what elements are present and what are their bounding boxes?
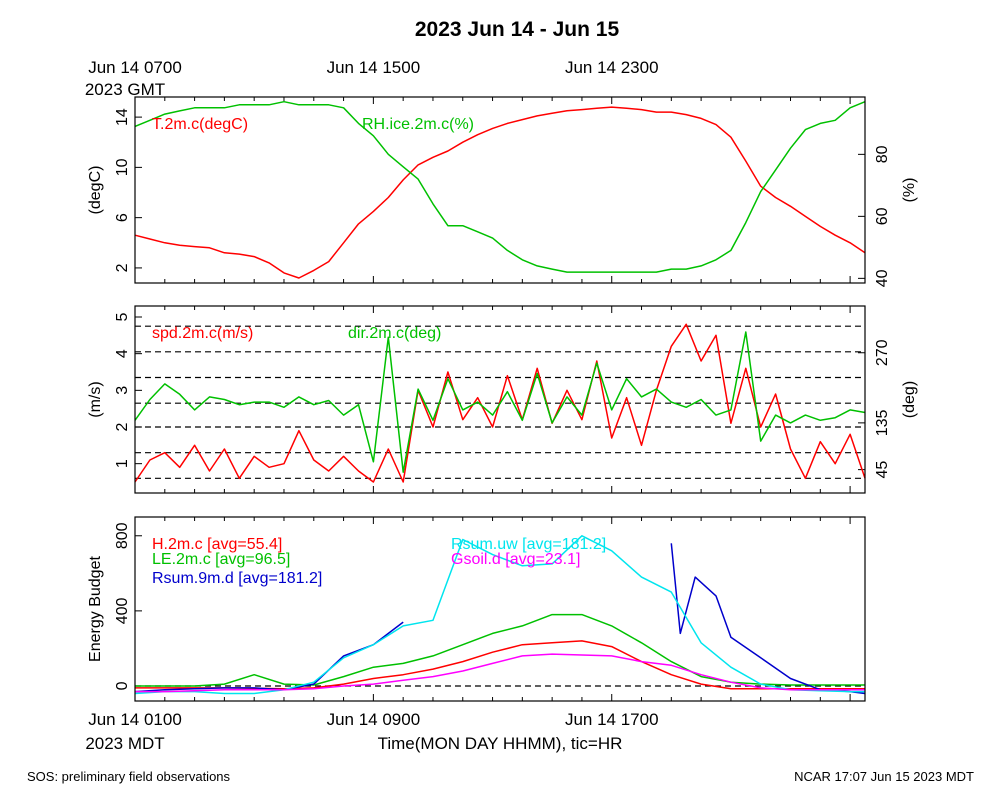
series-line-gsoil-d <box>135 653 865 693</box>
legend-label: Rsum.uw [avg=181.2] <box>451 536 606 553</box>
series-line-rsum-9m-d <box>134 621 404 693</box>
series-line-rh-ice-2m-c <box>134 100 866 273</box>
chart-title: 2023 Jun 14 - Jun 15 <box>415 18 620 41</box>
legend-label: LE.2m.c [avg=96.5] <box>152 551 290 568</box>
y-tick-label-left: 10 <box>114 158 131 176</box>
legend-label: Rsum.9m.d [avg=181.2] <box>152 570 322 587</box>
y-axis-label-right: (deg) <box>901 381 918 418</box>
bottom-time-label: Jun 14 0900 <box>327 710 421 729</box>
top-time-label: Jun 14 1500 <box>327 58 421 77</box>
y-tick-label-left: 400 <box>114 597 131 624</box>
y-tick-label-left: 14 <box>114 108 131 126</box>
y-tick-label-left: 3 <box>114 386 131 395</box>
y-tick-label-left: 2 <box>114 422 131 431</box>
y-axis-label-left: (degC) <box>87 166 104 215</box>
y-tick-label-left: 1 <box>114 459 131 468</box>
y-tick-label-right: 40 <box>874 269 891 287</box>
panel-frame <box>134 96 866 284</box>
bottom-time-label: Jun 14 1700 <box>565 710 659 729</box>
legend-label: RH.ice.2m.c(%) <box>362 116 474 133</box>
y-tick-label-left: 6 <box>114 213 131 222</box>
y-tick-label-left: 0 <box>114 681 131 690</box>
legend-label: Gsoil.d [avg=23.1] <box>451 551 580 568</box>
y-tick-label-left: 5 <box>114 312 131 321</box>
y-axis-label-left: (m/s) <box>87 381 104 417</box>
y-axis-label-right: (%) <box>901 178 918 203</box>
legend-label: spd.2m.c(m/s) <box>152 325 253 342</box>
y-tick-label-right: 135 <box>874 409 891 436</box>
legend-label: H.2m.c [avg=55.4] <box>152 536 282 553</box>
y-tick-label-right: 60 <box>874 207 891 225</box>
bottom-time-label: Jun 14 0100 <box>88 710 182 729</box>
panel-frame <box>134 516 866 702</box>
y-tick-label-left: 4 <box>114 349 131 358</box>
top-time-sublabel: 2023 GMT <box>85 80 165 99</box>
y-tick-label-right: 270 <box>874 339 891 366</box>
y-tick-label-left: 800 <box>114 522 131 549</box>
x-axis-label: Time(MON DAY HHMM), tic=HR <box>378 734 623 753</box>
top-time-label: Jun 14 2300 <box>565 58 659 77</box>
panel-3: 0 400 800 Energy Budget H.2m.c [avg=55.4]LE.… <box>87 516 866 702</box>
y-tick-label-left: 2 <box>114 263 131 272</box>
y-axis-label-left: Energy Budget <box>87 556 104 662</box>
y-tick-label-right: 45 <box>874 461 891 479</box>
bottom-time-sublabel: 2023 MDT <box>85 734 164 753</box>
series-line-spd-2m-c-m-s <box>134 323 866 483</box>
legend-label: T.2m.c(degC) <box>152 116 248 133</box>
series-line-dir-2m-c-deg <box>134 331 866 473</box>
series-line-rsum-9m-d-segment-2 <box>670 543 866 695</box>
series-line-le-2m-c <box>135 613 865 687</box>
legend-label: dir.2m.c(deg) <box>348 325 441 342</box>
footer-left: SOS: preliminary field observations <box>27 769 231 784</box>
series-line-t-2m-c-degc <box>134 106 866 279</box>
panel-frame <box>134 305 866 494</box>
y-tick-label-right: 80 <box>874 145 891 163</box>
series-line-rsum-uw <box>134 535 865 695</box>
panel-1: 2 6 10 14 (degC) 40 60 80 (%) T.2m.c(degC) RH.ice.… <box>87 96 918 287</box>
footer-right: NCAR 17:07 Jun 15 2023 MDT <box>794 769 974 784</box>
top-time-label: Jun 14 0700 <box>88 58 182 77</box>
